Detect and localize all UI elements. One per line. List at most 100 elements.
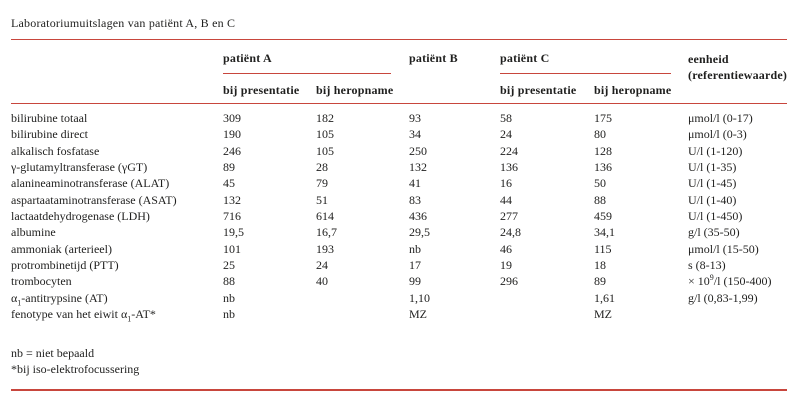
value-c-presentatie: 58: [500, 111, 512, 125]
unit-cell: μmol/l (15-50): [688, 241, 759, 256]
value-c-presentatie: 24,8: [500, 225, 521, 240]
value-b: 34: [409, 127, 421, 142]
value-a-heropname: 51: [316, 192, 328, 207]
value-a-heropname: 105: [316, 143, 334, 158]
table-row: alkalisch fosfatase 246 105 250 224 128 U/l (1…: [11, 143, 787, 159]
value-a-heropname: 40: [316, 274, 328, 289]
table-header: patiënt A patiënt B patiënt C eenheid (r…: [11, 48, 787, 103]
value-a-presentatie: 89: [223, 160, 235, 175]
value-c-heropname: 88: [594, 192, 606, 207]
row-label: ammoniak (arterieel): [11, 241, 112, 256]
value-a-heropname: 614: [316, 209, 334, 224]
value-c-heropname: MZ: [594, 307, 612, 322]
value-c-heropname: 128: [594, 143, 612, 158]
value-c-presentatie: [500, 306, 594, 322]
row-label: albumine: [11, 225, 56, 240]
value-a-presentatie: 45: [223, 176, 235, 191]
value-b: 1,10: [409, 290, 430, 305]
unit-cell: μmol/l (0-3): [688, 127, 747, 142]
header-bottom-rule: [11, 102, 787, 105]
value-c-presentatie: 224: [500, 143, 518, 158]
table-row: γ-glutamyltransferase (γGT) 89 28 132 136 136…: [11, 159, 787, 175]
value-a-heropname: 28: [316, 160, 328, 175]
unit-cell: s (8-13): [688, 258, 726, 273]
value-c-heropname: 89: [594, 274, 606, 289]
value-a-presentatie: 716: [223, 209, 241, 224]
table-row: α1-antitrypsine (AT) nb 1,10 1,61 g/l (0,83-…: [11, 290, 787, 307]
subcolumn-c-presentatie: bij presentatie: [500, 83, 577, 97]
value-c-presentatie: 46: [500, 241, 512, 256]
table-bottom-rule: [11, 389, 787, 391]
value-b: 17: [409, 258, 421, 273]
value-a-presentatie: 190: [223, 127, 241, 142]
value-c-heropname: 80: [594, 127, 606, 142]
table-row: fenotype van het eiwit α1-AT* nb MZ MZ: [11, 306, 787, 324]
table-row: ammoniak (arterieel) 101 193 nb 46 115 μmol/l …: [11, 241, 787, 257]
row-label: protrombinetijd (PTT): [11, 258, 119, 273]
value-c-presentatie: 19: [500, 258, 512, 273]
unit-cell: U/l (1-120): [688, 143, 743, 158]
value-a-heropname: 182: [316, 111, 334, 125]
value-c-presentatie: 44: [500, 192, 512, 207]
unit-cell: μmol/l (0-17): [688, 111, 753, 125]
unit-cell: [688, 306, 787, 322]
value-a-heropname: [316, 290, 409, 306]
unit-cell: g/l (0,83-1,99): [688, 290, 758, 305]
value-c-heropname: 459: [594, 209, 612, 224]
value-b: 99: [409, 274, 421, 289]
table-row: bilirubine totaal 309 182 93 58 175 μmol/l (0-…: [11, 110, 787, 126]
row-label: lactaatdehydrogenase (LDH): [11, 209, 150, 224]
value-b: 83: [409, 192, 421, 207]
value-a-heropname: 79: [316, 176, 328, 191]
value-c-heropname: 115: [594, 241, 612, 256]
column-group-patient-c: patiënt C: [500, 48, 671, 74]
value-b: nb: [409, 241, 421, 256]
value-c-presentatie: 136: [500, 160, 518, 175]
value-c-presentatie: 277: [500, 209, 518, 224]
value-a-heropname: 24: [316, 258, 328, 273]
value-b: 29,5: [409, 225, 430, 240]
column-header-unit: eenheid (referentiewaarde): [688, 48, 787, 103]
unit-cell: U/l (1-450): [688, 209, 743, 224]
table-row: bilirubine direct 190 105 34 24 80 μmol/l (0-3…: [11, 126, 787, 142]
value-a-presentatie: nb: [223, 290, 235, 305]
value-a-heropname: 16,7: [316, 225, 337, 240]
table-top-rule: [11, 39, 787, 41]
value-b: 250: [409, 143, 427, 158]
value-c-heropname: 18: [594, 258, 606, 273]
table-row: alanineaminotransferase (ALAT) 45 79 41 16 50…: [11, 175, 787, 191]
value-a-heropname: [316, 306, 409, 322]
value-c-heropname: 136: [594, 160, 612, 175]
value-b: 132: [409, 160, 427, 175]
value-a-presentatie: 25: [223, 258, 235, 273]
table-body: bilirubine totaal 309 182 93 58 175 μmol/l (0-…: [11, 110, 787, 324]
unit-cell: × 109/l (150-400): [688, 273, 772, 289]
value-c-heropname: 34,1: [594, 225, 615, 240]
unit-cell: U/l (1-40): [688, 192, 737, 207]
table-row: lactaatdehydrogenase (LDH) 716 614 436 277 45…: [11, 208, 787, 224]
row-label: fenotype van het eiwit α1-AT*: [11, 307, 156, 324]
value-b: 93: [409, 111, 421, 125]
row-label: bilirubine totaal: [11, 111, 88, 125]
value-c-heropname: 50: [594, 176, 606, 191]
value-c-heropname: 1,61: [594, 290, 615, 305]
row-label: alkalisch fosfatase: [11, 143, 100, 158]
unit-header-line2: (referentiewaarde): [688, 68, 788, 82]
table-row: protrombinetijd (PTT) 25 24 17 19 18 s (8-13): [11, 257, 787, 273]
row-label: γ-glutamyltransferase (γGT): [11, 160, 148, 175]
column-group-patient-a: patiënt A: [223, 48, 391, 74]
footnote-nb: nb = niet bepaald: [11, 346, 95, 360]
subcolumn-a-presentatie: bij presentatie: [223, 83, 300, 97]
value-b: MZ: [409, 307, 427, 322]
table-row: aspartaataminotransferase (ASAT) 132 51 83 4…: [11, 192, 787, 208]
row-label: trombocyten: [11, 274, 72, 289]
table-row: albumine 19,5 16,7 29,5 24,8 34,1 g/l (35-50): [11, 224, 787, 240]
value-c-presentatie: 24: [500, 127, 512, 142]
row-label: bilirubine direct: [11, 127, 88, 142]
value-a-presentatie: 132: [223, 192, 241, 207]
value-c-heropname: 175: [594, 111, 612, 125]
column-group-patient-b: patiënt B: [409, 51, 458, 65]
row-label: aspartaataminotransferase (ASAT): [11, 192, 177, 207]
subcolumn-c-heropname: bij heropname: [594, 83, 672, 97]
